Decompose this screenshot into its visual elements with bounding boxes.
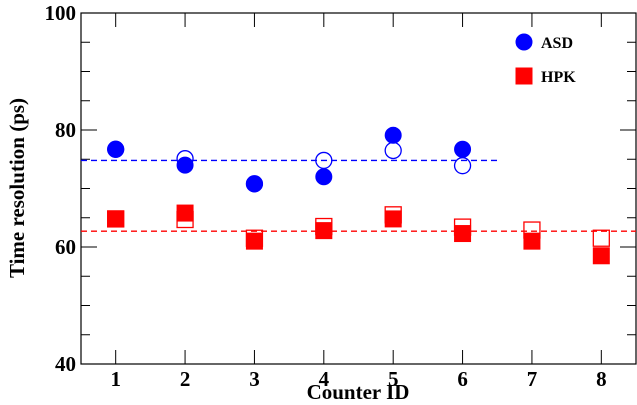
y-tick-label: 100 (45, 1, 77, 25)
data-points (107, 126, 610, 265)
x-tick-label: 1 (110, 367, 121, 391)
reference-lines (81, 159, 636, 232)
plot-frame (80, 12, 637, 365)
legend-label-hpk: HPK (541, 69, 576, 86)
data-point-square-filled (384, 210, 402, 228)
data-point-circle-filled (315, 168, 333, 186)
x-tick-label: 2 (180, 367, 191, 391)
data-point-square-filled (523, 232, 541, 250)
data-point-square-open (592, 229, 610, 247)
data-point-square-filled (176, 204, 194, 222)
data-point-circle-filled (384, 126, 402, 144)
legend-label-asd: ASD (541, 35, 573, 52)
legend-marker-asd (515, 33, 533, 51)
y-tick-label: 60 (55, 235, 76, 259)
x-axis-title: Counter ID (307, 380, 410, 404)
tick-labels: 1 2 3 4 5 6 7 8 40 60 80 100 (45, 1, 607, 391)
data-point-circle-filled (107, 140, 125, 158)
x-tick-label: 3 (249, 367, 260, 391)
x-tick-label: 8 (596, 367, 607, 391)
axis-ticks (81, 12, 636, 365)
data-point-circle-filled (454, 140, 472, 158)
data-point-square-filled (245, 232, 263, 250)
data-point-circle-filled (176, 156, 194, 174)
data-point-square-filled (315, 222, 333, 240)
data-point-circle-open (384, 141, 402, 160)
x-tick-label: 7 (527, 367, 538, 391)
x-tick-label: 4 (319, 367, 330, 391)
data-point-square-filled (454, 225, 472, 243)
x-tick-label: 6 (457, 367, 468, 391)
y-tick-label: 40 (55, 352, 76, 376)
data-point-circle-filled (245, 175, 263, 193)
y-tick-label: 80 (55, 118, 76, 142)
y-axis-title: Time resolution (ps) (5, 98, 29, 278)
data-point-square-filled (107, 210, 125, 228)
legend: ASD HPK (515, 33, 576, 86)
data-point-square-filled (592, 247, 610, 265)
legend-marker-hpk (515, 67, 533, 85)
x-tick-label: 5 (388, 367, 399, 391)
